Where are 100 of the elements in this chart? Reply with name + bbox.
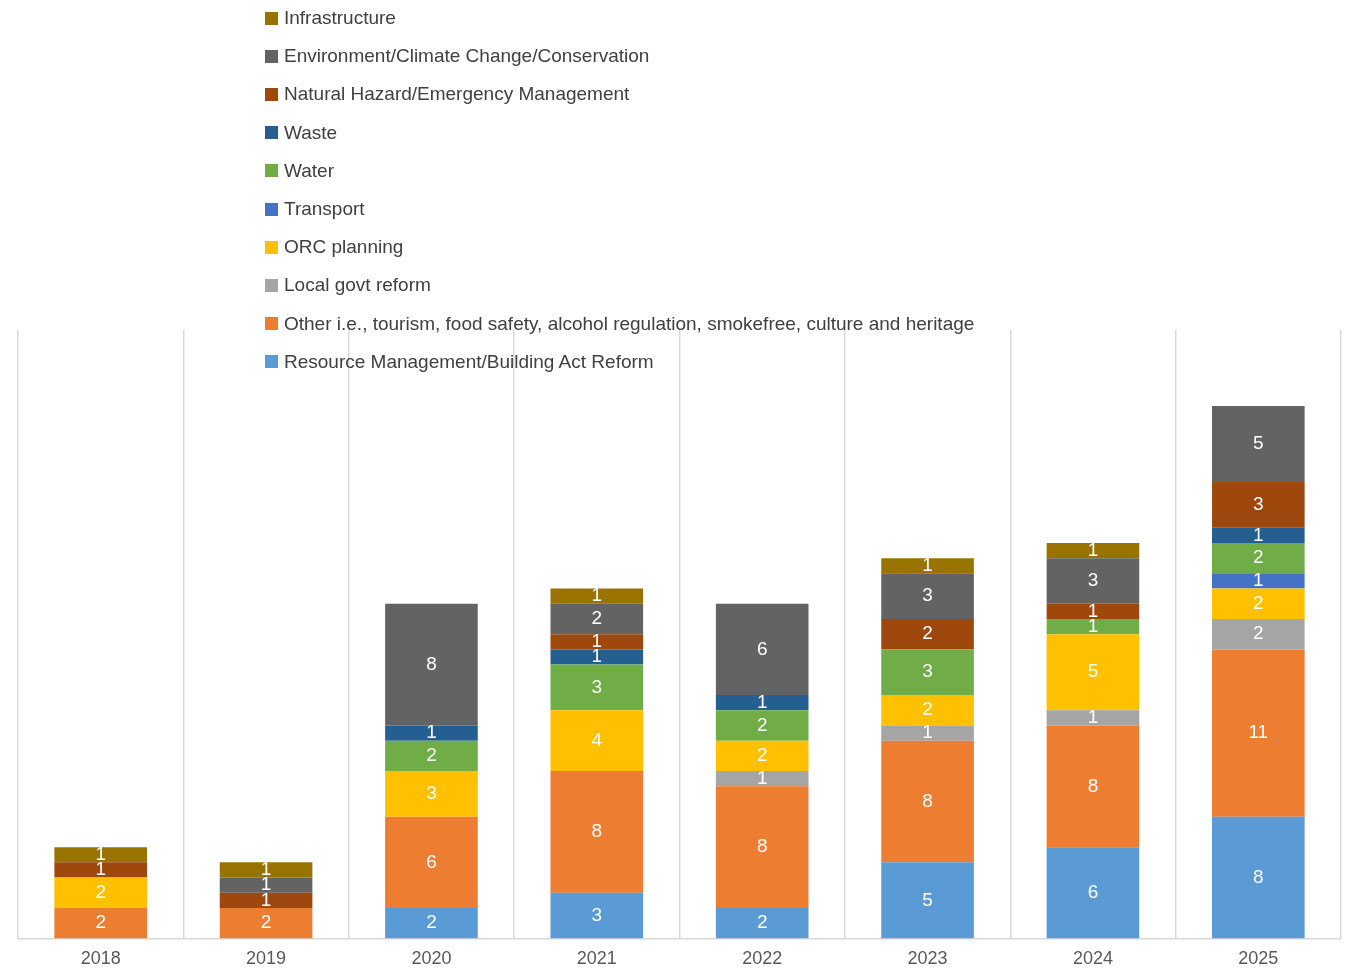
data-label: 1 (1087, 706, 1099, 728)
bar (550, 649, 644, 665)
data-label: 1 (922, 721, 933, 743)
x-tick-label: 2020 (411, 948, 452, 969)
bar (550, 634, 644, 650)
bar (881, 618, 974, 650)
data-label: 1 (1087, 538, 1099, 560)
data-label: 4 (591, 728, 603, 750)
legend-label: Transport (284, 198, 365, 221)
data-label: 2 (426, 744, 437, 766)
bar (715, 907, 809, 939)
bar (54, 907, 147, 939)
bar (385, 771, 478, 817)
data-label: 2 (922, 622, 933, 644)
data-label: 3 (922, 584, 933, 606)
bar (881, 862, 974, 939)
legend-label: Natural Hazard/Emergency Management (284, 83, 630, 106)
data-label: 8 (426, 652, 437, 674)
data-label: 8 (922, 789, 933, 811)
data-label: 6 (1087, 881, 1099, 902)
data-label: 2 (922, 698, 933, 720)
bar (1046, 847, 1140, 939)
data-label: 2 (95, 881, 106, 902)
bar (550, 771, 644, 893)
bar (1046, 725, 1140, 848)
x-tick-label: 2018 (80, 948, 121, 969)
data-label: 2 (591, 607, 603, 629)
data-label: 5 (1087, 660, 1099, 682)
bar (1046, 634, 1140, 711)
bar (1212, 573, 1305, 589)
bar (1212, 406, 1305, 483)
bar (385, 725, 478, 741)
bar (881, 558, 974, 574)
bar (715, 603, 809, 696)
bar (1212, 527, 1305, 543)
bar (550, 664, 644, 711)
data-label: 3 (591, 675, 603, 697)
legend-label: ORC planning (284, 236, 404, 259)
data-label: 3 (922, 660, 933, 682)
bar (881, 649, 974, 696)
bar (1046, 618, 1140, 635)
bar (54, 877, 147, 908)
data-label: 2 (756, 744, 768, 766)
bar (1046, 542, 1140, 559)
legend-label: Resource Management/Building Act Reform (284, 350, 654, 373)
data-label: 2 (260, 911, 272, 933)
bar (881, 740, 974, 863)
bar (715, 740, 809, 772)
data-label: 11 (1248, 721, 1269, 743)
bar (550, 892, 644, 939)
bar (54, 862, 147, 878)
data-label: 1 (1253, 523, 1264, 545)
data-label: 8 (1253, 865, 1264, 887)
data-label: 5 (1253, 432, 1264, 454)
x-tick-label: 2024 (1072, 948, 1113, 969)
bar (1212, 816, 1305, 939)
bar (715, 695, 809, 711)
bar (881, 725, 974, 741)
data-label: 3 (1087, 569, 1099, 591)
data-label: 6 (426, 850, 437, 872)
data-label: 2 (1253, 546, 1264, 568)
bar (881, 573, 974, 619)
bar (385, 603, 478, 726)
bar (219, 877, 313, 893)
legend-label: Waste (284, 121, 338, 144)
bar (715, 710, 809, 741)
data-label: 3 (591, 903, 603, 925)
x-tick-label: 2025 (1238, 948, 1279, 969)
data-label: 1 (426, 721, 437, 743)
data-label: 5 (922, 888, 933, 910)
bar (550, 603, 644, 635)
legend-label: Other i.e., tourism, food safety, alcohol regulation, smokefree, culture and heritage (284, 312, 975, 335)
bar (1212, 588, 1305, 619)
data-label: 2 (1253, 622, 1264, 644)
bar (54, 847, 147, 863)
legend-label: Infrastructure (284, 7, 396, 30)
bar (715, 786, 809, 908)
x-tick-label: 2019 (246, 948, 287, 969)
data-label: 1 (591, 584, 603, 606)
data-label: 2 (756, 713, 768, 735)
bar (881, 695, 974, 726)
bar (1046, 603, 1140, 619)
bar (219, 862, 313, 878)
legend-label: Local govt reform (284, 274, 431, 297)
bar (1046, 558, 1140, 604)
legend-label: Environment/Climate Change/Conservation (284, 45, 650, 68)
bar (385, 907, 478, 939)
bar (1212, 482, 1305, 528)
data-label: 2 (1253, 592, 1264, 614)
bar (1212, 618, 1305, 650)
data-label: 3 (426, 782, 437, 804)
data-label: 2 (95, 911, 106, 933)
bar (385, 816, 478, 908)
bar (219, 907, 313, 939)
bar (550, 588, 644, 604)
data-label: 1 (756, 766, 768, 788)
bar (1046, 710, 1140, 726)
legend-label: Water (284, 159, 334, 182)
x-tick-label: 2023 (907, 948, 948, 969)
bar (1212, 542, 1305, 574)
